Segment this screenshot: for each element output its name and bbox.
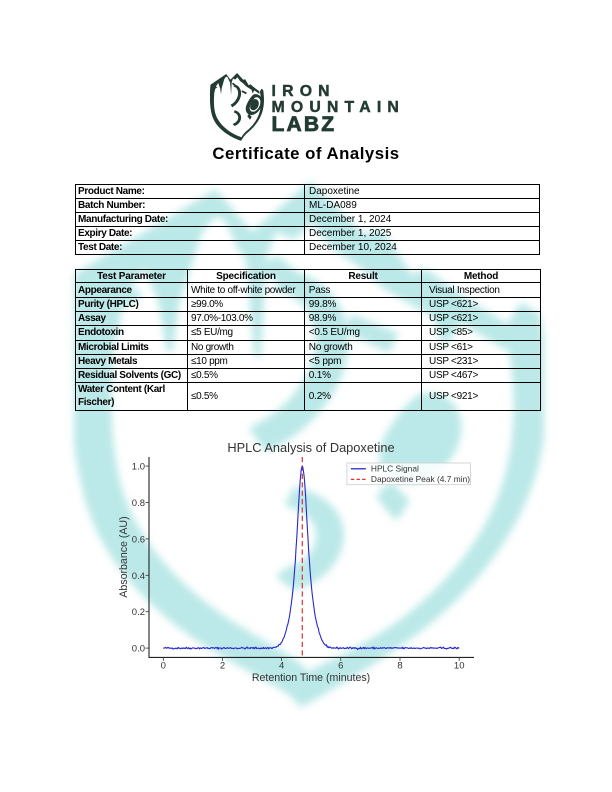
svg-text:0.4: 0.4 — [132, 571, 145, 582]
svg-text:0.2: 0.2 — [132, 607, 145, 618]
svg-text:6: 6 — [338, 661, 343, 672]
svg-text:8: 8 — [397, 661, 402, 672]
svg-text:HPLC Analysis of Dapoxetine: HPLC Analysis of Dapoxetine — [227, 440, 394, 455]
svg-text:Absorbance (AU): Absorbance (AU) — [118, 516, 130, 597]
svg-text:1.0: 1.0 — [132, 462, 145, 473]
svg-text:0.0: 0.0 — [132, 644, 145, 655]
svg-text:0.6: 0.6 — [132, 534, 145, 545]
svg-text:HPLC Signal: HPLC Signal — [371, 464, 419, 474]
svg-text:10: 10 — [454, 661, 465, 672]
svg-text:4: 4 — [279, 661, 284, 672]
svg-text:0: 0 — [161, 661, 166, 672]
svg-text:Dapoxetine Peak (4.7 min): Dapoxetine Peak (4.7 min) — [371, 474, 470, 484]
svg-text:0.8: 0.8 — [132, 498, 145, 509]
svg-text:Retention Time (minutes): Retention Time (minutes) — [252, 672, 370, 684]
svg-text:2: 2 — [220, 661, 225, 672]
